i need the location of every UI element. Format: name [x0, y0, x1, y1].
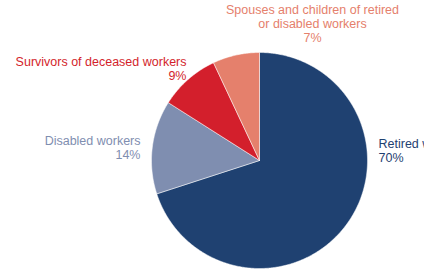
svg-text:Retired workers70%: Retired workers70%: [379, 137, 424, 165]
svg-text:Spouses and children of retire: Spouses and children of retiredor disabl…: [226, 3, 399, 46]
svg-text:Survivors of deceased workers9: Survivors of deceased workers9%: [16, 55, 187, 83]
svg-text:Disabled workers14%: Disabled workers14%: [45, 134, 141, 162]
